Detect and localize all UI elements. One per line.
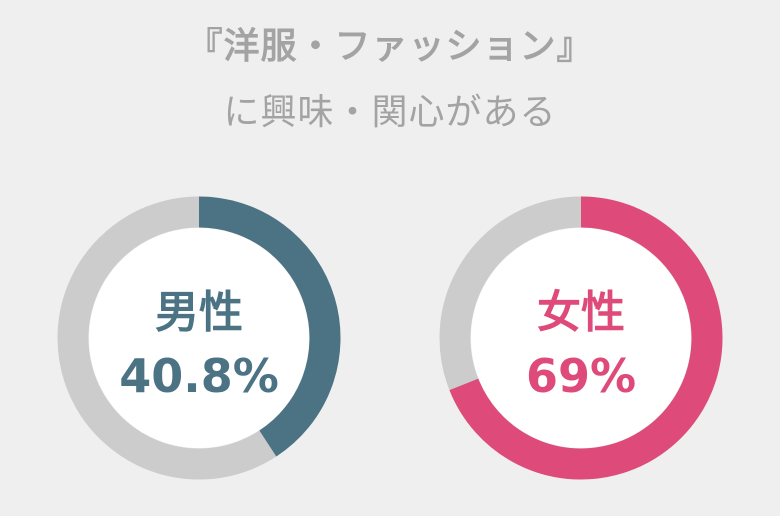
male-donut: 男性 40.8% bbox=[57, 196, 341, 480]
chart-title-line1: 『洋服・ファッション』 bbox=[186, 26, 594, 67]
male-donut-value: 40.8% bbox=[119, 349, 279, 403]
chart-title-line2: に興味・関心がある bbox=[223, 92, 557, 133]
female-donut-value-arc bbox=[449, 196, 723, 480]
female-donut: 女性 69% bbox=[439, 196, 723, 480]
female-donut-label: 女性 bbox=[537, 287, 625, 338]
male-donut-center bbox=[89, 228, 309, 448]
female-donut-value: 69% bbox=[526, 349, 636, 403]
male-donut-value-arc bbox=[198, 196, 341, 457]
male-donut-label: 男性 bbox=[155, 287, 243, 338]
female-donut-center bbox=[471, 228, 691, 448]
